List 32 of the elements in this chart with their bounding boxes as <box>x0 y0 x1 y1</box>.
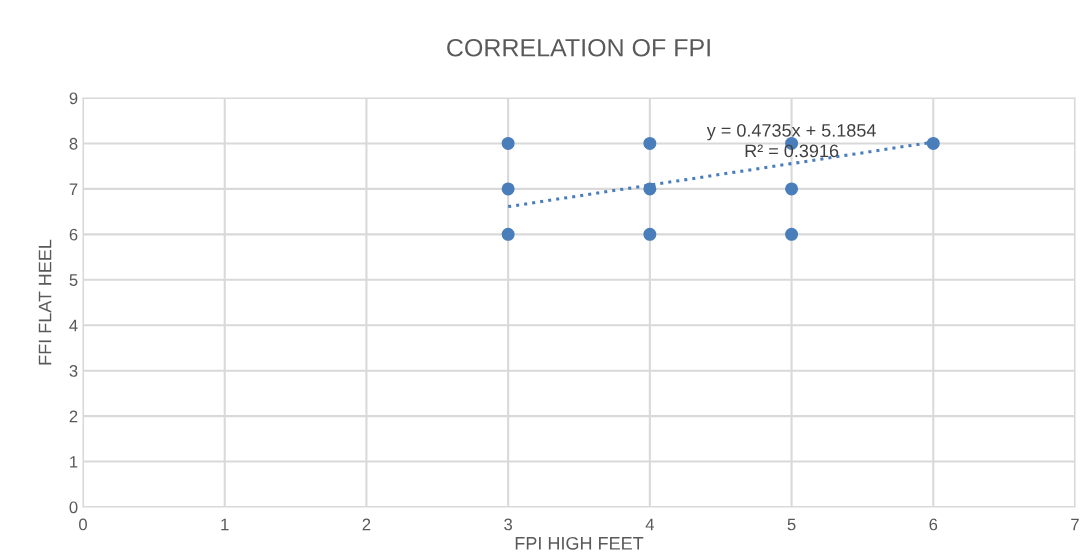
point <box>643 136 657 150</box>
x-tick-label: 1 <box>221 518 229 531</box>
point <box>643 182 657 196</box>
point <box>501 227 515 241</box>
y-axis-title: FFI FLAT HEEL <box>38 239 52 365</box>
y-tick-label: 7 <box>69 183 78 195</box>
y-tick-label: 3 <box>69 365 78 377</box>
y-tick-label: 8 <box>69 137 78 150</box>
point <box>785 182 799 196</box>
y-tick-label: 5 <box>69 274 78 286</box>
x-tick-label: 4 <box>645 518 654 531</box>
x-tick-label: 2 <box>362 518 371 531</box>
y-tick-label: 1 <box>70 456 78 468</box>
x-tick-label: 3 <box>504 518 513 531</box>
x-tick-label: 7 <box>1071 518 1079 531</box>
y-tick-label: 2 <box>69 410 78 423</box>
x-tick-label: 6 <box>929 518 938 531</box>
point <box>501 182 515 196</box>
x-tick-label: 5 <box>787 518 796 531</box>
point <box>926 136 940 150</box>
point <box>785 227 799 241</box>
x-axis-title: FPI HIGH FEET <box>515 536 644 550</box>
point <box>501 136 515 150</box>
y-tick-label: 9 <box>69 92 78 105</box>
y-tick-label: 6 <box>69 228 78 241</box>
annotation: y = 0.4735x + 5.1854 <box>706 124 876 141</box>
chart-title: CORRELATION OF FPI <box>447 38 710 57</box>
x-tick-label: 0 <box>79 518 87 531</box>
annotation: R² = 0.3916 <box>745 144 839 158</box>
y-tick-label: 0 <box>69 501 78 514</box>
point <box>643 227 657 241</box>
y-tick-label: 4 <box>69 319 78 332</box>
